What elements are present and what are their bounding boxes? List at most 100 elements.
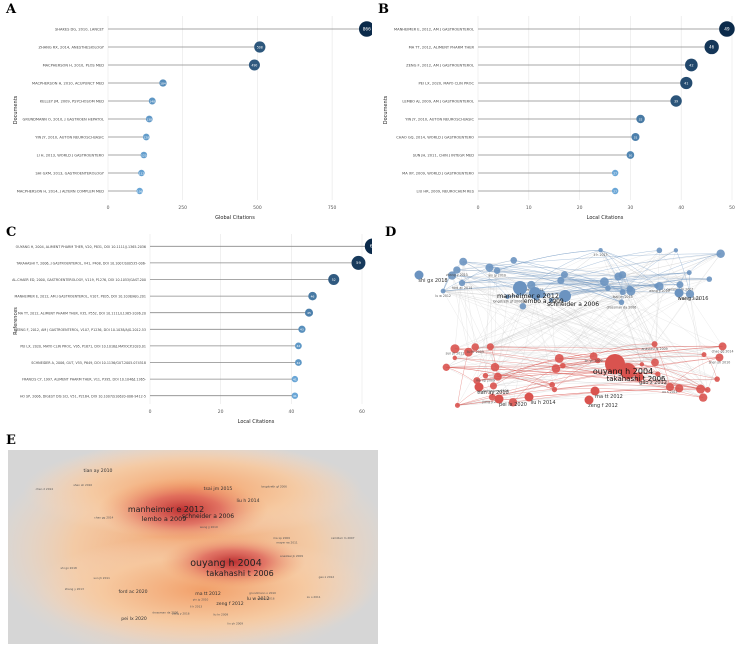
density-label: gao z 2012 (319, 575, 335, 579)
density-label: lembo a 2009 (142, 515, 187, 523)
density-label: longstreth gf 2006 (261, 484, 287, 488)
node-label: lin yh 2009 (585, 359, 603, 363)
node-label: liu h 2014 (530, 400, 555, 406)
value-label: 112 (139, 171, 145, 175)
lollipop-point (142, 133, 150, 141)
network-edge (559, 285, 657, 359)
network-node (551, 386, 558, 393)
network-edge (507, 296, 718, 380)
lollipop-point (291, 392, 299, 399)
value-label: 41 (293, 377, 297, 381)
node-label: pei lx 2020 (499, 402, 527, 408)
category-label: KELLEY JM, 2009, PSYCHOSOM MED (40, 100, 104, 104)
value-label: 27 (613, 171, 617, 175)
network-node (675, 384, 684, 393)
network-node (494, 394, 504, 404)
network-edge (476, 285, 532, 381)
lollipop-point (685, 58, 698, 72)
lollipop-point (145, 115, 153, 123)
network-node (654, 283, 659, 289)
network-edge (493, 288, 609, 387)
network-edge (551, 299, 658, 375)
density-label: drossman da 2006 (152, 610, 178, 614)
network-edge (564, 274, 680, 389)
density-label: xu s 2011 (307, 595, 321, 599)
lollipop-point (680, 76, 693, 90)
network-node (549, 381, 556, 388)
category-label: LEMBO AJ, 2009, AM J GASTROENTEROL (402, 100, 474, 104)
value-label: 59 (356, 260, 361, 265)
network-edge (490, 346, 598, 361)
network-edge (490, 250, 676, 347)
network-edge (551, 288, 630, 301)
network-node (665, 383, 675, 392)
network-edge (454, 290, 631, 349)
node-label: shen sh 2010 (709, 360, 730, 364)
x-axis-label: Local Citations (587, 215, 624, 221)
network-node (590, 386, 600, 396)
density-label: manheimer e 2012 (128, 505, 204, 514)
value-label: 49 (724, 26, 730, 32)
network-edge (560, 280, 680, 389)
network-edge (492, 378, 718, 398)
network-node (490, 362, 500, 372)
lollipop-point (254, 41, 266, 53)
category-label: PEI LX, 2020, MAYO CLIN PROC (419, 82, 475, 86)
density-hotspot (98, 478, 268, 542)
category-label: GRUNDMANN O, 2010, J GASTROEN HEPATOL (23, 118, 104, 122)
network-node (489, 382, 498, 390)
lollipop-point (159, 79, 167, 87)
network-edge (456, 269, 704, 398)
x-tick-label: 0 (107, 205, 110, 211)
network-node (559, 290, 571, 302)
network-edge (454, 348, 701, 390)
network-edge (669, 357, 720, 388)
network-node (414, 270, 424, 280)
x-tick-label: 0 (477, 205, 480, 211)
network-edge (443, 290, 508, 297)
panel-letter-c: C (6, 225, 17, 240)
network-edge (490, 302, 622, 347)
value-label: 41 (684, 81, 688, 85)
network-node (618, 299, 625, 306)
category-label: SHAKES DG, 2010, LANCET (55, 28, 105, 32)
x-tick-label: 250 (178, 205, 187, 211)
network-node (599, 277, 609, 287)
network-edge (531, 249, 601, 286)
network-node (452, 355, 458, 361)
value-label: 32 (639, 117, 643, 121)
x-tick-label: 0 (149, 409, 152, 415)
x-tick-label: 20 (218, 409, 224, 415)
x-tick-label: 60 (359, 409, 365, 415)
density-label: jiang y 2016 (171, 612, 190, 616)
network-edge (485, 356, 594, 376)
panel-b-svg: 0 10 20 30 40 50 Local Citations Documents MANHE… (383, 16, 735, 221)
network-edge (443, 282, 463, 292)
value-label: 43 (300, 328, 304, 332)
category-label: HO SP, 2006, DIGEST DIS SCI, V51, P2164,… (20, 394, 146, 398)
network-edge (562, 285, 657, 366)
network-edge (452, 275, 656, 363)
network-edge (457, 346, 491, 406)
network-edge (541, 293, 594, 357)
network-edge (493, 360, 598, 387)
network-edge (497, 296, 508, 377)
network-edge (536, 272, 690, 298)
network-edge (446, 272, 690, 368)
node-label: lembo a 2009 (522, 298, 564, 305)
network-node (673, 248, 679, 253)
network-edge (554, 388, 704, 398)
network-node (508, 398, 518, 407)
network-node (464, 347, 473, 357)
density-label: anastasi jk 2009 (280, 554, 303, 558)
network-edge (456, 269, 557, 369)
network-edge (497, 376, 680, 389)
network-node (598, 247, 603, 253)
density-label: takahashi t 2006 (206, 569, 273, 578)
category-label: ZHANG RX, 2014, ANESTHESIOLOGY (39, 46, 105, 50)
network-edge (497, 355, 594, 377)
network-edge (443, 290, 655, 345)
category-label: SCHNEIDER A, 2006, GUT, V55, P649, DOI 1… (31, 361, 146, 365)
network-edge (489, 266, 619, 277)
network-edge (679, 284, 705, 355)
